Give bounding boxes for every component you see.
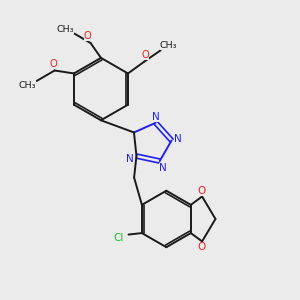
Text: Cl: Cl xyxy=(114,233,124,243)
Text: O: O xyxy=(197,186,206,196)
Text: O: O xyxy=(50,59,57,69)
Text: N: N xyxy=(126,154,134,164)
Text: CH₃: CH₃ xyxy=(160,41,178,50)
Text: O: O xyxy=(142,50,149,60)
Text: CH₃: CH₃ xyxy=(19,81,36,90)
Text: N: N xyxy=(174,134,182,144)
Text: O: O xyxy=(197,242,206,252)
Text: CH₃: CH₃ xyxy=(56,25,74,34)
Text: O: O xyxy=(84,31,92,41)
Text: N: N xyxy=(159,163,167,172)
Text: N: N xyxy=(152,112,160,122)
